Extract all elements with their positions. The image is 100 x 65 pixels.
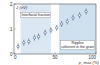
x-tick bbox=[55, 53, 56, 55]
annotation: Ripplescoherent in the grain bbox=[60, 41, 94, 50]
point bbox=[55, 27, 57, 29]
x-tick-label: 50 bbox=[52, 55, 58, 60]
error-bar bbox=[38, 34, 39, 40]
annotation-box bbox=[21, 13, 51, 18]
point bbox=[50, 29, 52, 31]
point bbox=[60, 23, 62, 25]
marks bbox=[17, 9, 87, 50]
point bbox=[78, 14, 80, 16]
plot-frame bbox=[14, 4, 96, 54]
error-bar bbox=[61, 21, 62, 27]
point bbox=[72, 17, 74, 19]
point bbox=[66, 20, 68, 22]
error-bar bbox=[50, 27, 51, 33]
chart: 012050100J (eV)p_max (%)Interfacial frac… bbox=[0, 0, 100, 65]
point bbox=[23, 42, 25, 44]
point bbox=[33, 37, 35, 39]
shaded-range bbox=[21, 4, 51, 54]
y-tick bbox=[14, 29, 16, 30]
point bbox=[17, 45, 19, 47]
point bbox=[85, 10, 87, 12]
shaded-range bbox=[59, 4, 96, 54]
point bbox=[44, 32, 46, 34]
error-bar bbox=[34, 35, 35, 41]
y-axis-label: J (eV) bbox=[15, 5, 28, 10]
chart-root: 012050100J (eV)p_max (%)Interfacial frac… bbox=[0, 0, 100, 65]
error-bar bbox=[56, 25, 57, 31]
x-axis-label: p_max (%) bbox=[78, 60, 100, 65]
annotation-text: coherent in the grain bbox=[61, 45, 94, 49]
error-bar bbox=[86, 9, 87, 15]
error-bar bbox=[23, 40, 24, 46]
y-tick-label: 1 bbox=[10, 27, 13, 32]
annotation-box bbox=[60, 41, 94, 50]
y-tick-label: 2 bbox=[10, 2, 13, 7]
point bbox=[37, 35, 39, 37]
annotation: Interfacial fraction bbox=[21, 13, 51, 18]
point bbox=[28, 40, 30, 42]
error-bar bbox=[73, 15, 74, 21]
error-bar bbox=[18, 44, 19, 50]
error-bar bbox=[79, 12, 80, 18]
annotation-text: Interfacial fraction bbox=[22, 13, 50, 17]
error-bar bbox=[45, 30, 46, 36]
x-tick-label: 0 bbox=[14, 55, 17, 60]
x-tick bbox=[14, 53, 15, 55]
y-tick-label: 0 bbox=[10, 52, 13, 57]
x-tick bbox=[96, 53, 97, 55]
shaded-group bbox=[21, 4, 96, 54]
error-bar bbox=[28, 39, 29, 45]
error-bar bbox=[67, 19, 68, 25]
